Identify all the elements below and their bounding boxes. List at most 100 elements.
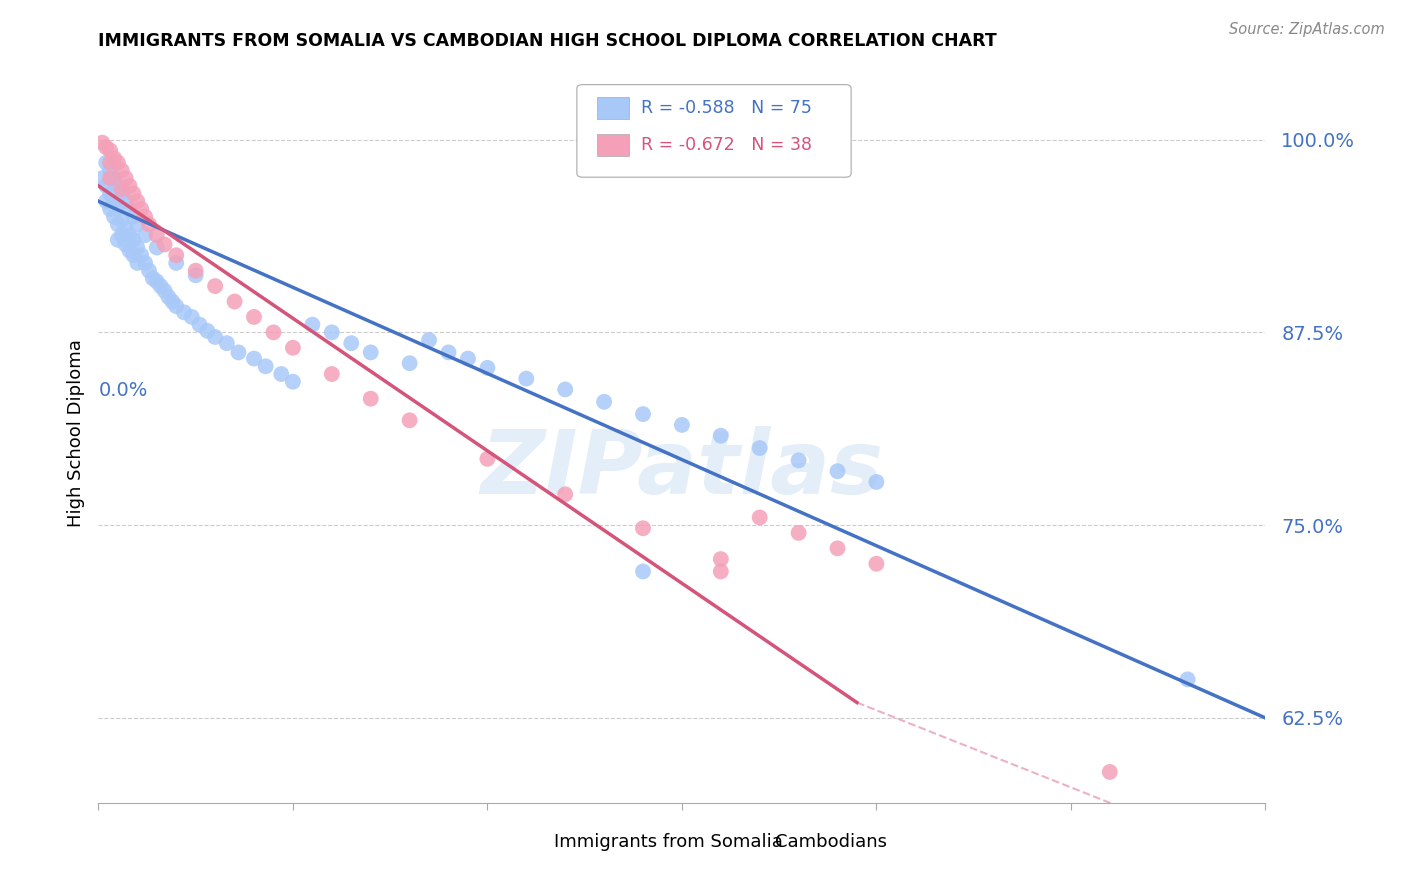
Text: Source: ZipAtlas.com: Source: ZipAtlas.com	[1229, 22, 1385, 37]
Point	[360, 392, 382, 406]
Point	[149, 279, 172, 293]
Point	[787, 525, 810, 540]
Point	[98, 163, 121, 178]
Point	[107, 197, 129, 211]
Point	[865, 557, 887, 571]
Point	[157, 290, 180, 304]
Point	[360, 345, 382, 359]
Point	[710, 565, 733, 579]
Point	[107, 218, 129, 232]
Point	[165, 299, 187, 313]
Point	[321, 326, 343, 340]
Point	[398, 356, 420, 370]
Y-axis label: High School Diploma: High School Diploma	[66, 339, 84, 526]
Point	[281, 341, 304, 355]
Point	[184, 263, 207, 277]
Point	[748, 441, 770, 455]
Point	[114, 171, 136, 186]
Point	[827, 541, 849, 556]
Point	[127, 218, 149, 232]
Point	[204, 279, 226, 293]
Point	[103, 171, 125, 186]
Bar	[513, 831, 546, 853]
Point	[111, 186, 134, 201]
Point	[243, 351, 266, 366]
Point	[631, 565, 654, 579]
Point	[281, 375, 304, 389]
Point	[98, 144, 121, 158]
Point	[98, 186, 121, 201]
Point	[215, 336, 238, 351]
Text: R = -0.588   N = 75: R = -0.588 N = 75	[641, 99, 811, 117]
Point	[96, 155, 118, 169]
Point	[180, 310, 202, 324]
Point	[146, 275, 169, 289]
Point	[340, 336, 363, 351]
Text: ZIPatlas: ZIPatlas	[481, 426, 883, 513]
Point	[165, 256, 187, 270]
Point	[593, 394, 616, 409]
Point	[418, 333, 440, 347]
Point	[787, 453, 810, 467]
Point	[142, 271, 165, 285]
Point	[118, 178, 141, 193]
Point	[270, 367, 292, 381]
Point	[554, 487, 576, 501]
Point	[91, 136, 114, 150]
Point	[827, 464, 849, 478]
Point	[134, 256, 156, 270]
Point	[457, 351, 479, 366]
Point	[107, 233, 129, 247]
FancyBboxPatch shape	[576, 85, 851, 178]
Point	[138, 218, 160, 232]
Point	[129, 248, 152, 262]
Point	[129, 202, 152, 216]
Point	[114, 237, 136, 252]
Point	[98, 171, 121, 186]
Point	[118, 202, 141, 216]
Point	[188, 318, 211, 332]
Point	[437, 345, 460, 359]
Point	[477, 360, 499, 375]
Point	[111, 182, 134, 196]
Text: Cambodians: Cambodians	[775, 833, 887, 851]
Point	[114, 194, 136, 209]
Point	[111, 163, 134, 178]
Point	[103, 194, 125, 209]
Point	[515, 371, 537, 385]
Point	[748, 510, 770, 524]
Point	[96, 178, 118, 193]
Point	[671, 417, 693, 432]
Point	[118, 244, 141, 258]
Bar	[596, 97, 630, 120]
Point	[1177, 673, 1199, 687]
Point	[631, 521, 654, 535]
Point	[262, 326, 284, 340]
Point	[96, 140, 118, 154]
Point	[122, 186, 145, 201]
Point	[122, 233, 145, 247]
Point	[710, 552, 733, 566]
Point	[224, 294, 246, 309]
Point	[134, 210, 156, 224]
Point	[96, 194, 118, 209]
Bar	[596, 135, 630, 156]
Point	[146, 240, 169, 254]
Point	[138, 263, 160, 277]
Point	[173, 305, 195, 319]
Point	[243, 310, 266, 324]
Point	[195, 324, 218, 338]
Point	[184, 268, 207, 283]
Point	[321, 367, 343, 381]
Point	[127, 256, 149, 270]
Point	[103, 151, 125, 165]
Point	[107, 155, 129, 169]
Point	[98, 202, 121, 216]
Point	[865, 475, 887, 489]
Point	[254, 359, 277, 374]
Point	[204, 330, 226, 344]
Point	[134, 228, 156, 243]
Bar	[734, 831, 768, 853]
Point	[631, 407, 654, 421]
Point	[127, 240, 149, 254]
